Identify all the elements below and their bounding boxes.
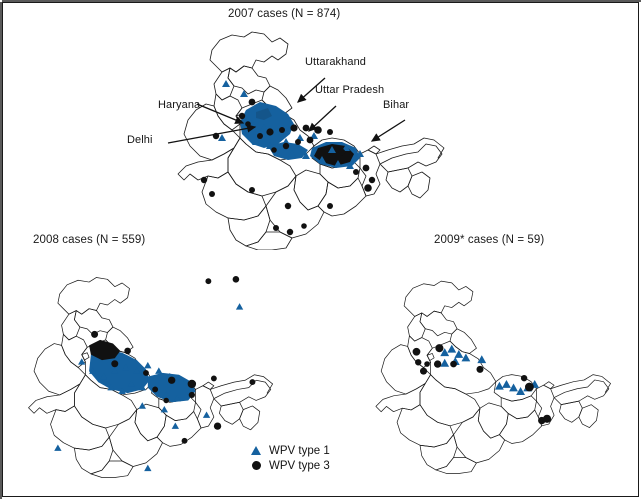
panel-2009-title: 2009* cases (N = 59) [434,234,545,246]
panel-2007: 2007 cases (N = 874) [127,8,445,250]
legend-item-wpv-type-1: WPV type 1 [248,443,330,458]
map-2007 [177,31,445,250]
panel-2009: 2009* cases (N = 59) [330,228,641,499]
annotation-label-uttarakhand: Uttarakhand [305,56,367,68]
map-2009 [375,280,611,474]
annotation-label-bihar: Bihar [383,99,410,111]
annotation-arrows-2007 [167,77,406,144]
annotation-label-haryana: Haryana [158,99,201,111]
legend-item-wpv-type-3: WPV type 3 [248,458,330,473]
frame-shadow-left [0,2,2,499]
triangle-marker-icon [248,446,264,455]
panel-2008-title: 2008 cases (N = 559) [33,234,146,246]
legend-label-wpv-type-1: WPV type 1 [269,444,330,457]
frame-shadow-top [2,0,641,2]
annotation-label-delhi: Delhi [127,134,153,146]
annotation-label-uttar-pradesh: Uttar Pradesh [315,84,385,96]
panel-2008: 2008 cases (N = 559) [0,228,330,499]
legend: WPV type 1 WPV type 3 [248,443,330,473]
legend-label-wpv-type-3: WPV type 3 [269,459,330,472]
map-2008 [28,276,273,478]
panel-2007-title: 2007 cases (N = 874) [228,8,341,20]
circle-marker-icon [248,461,264,470]
